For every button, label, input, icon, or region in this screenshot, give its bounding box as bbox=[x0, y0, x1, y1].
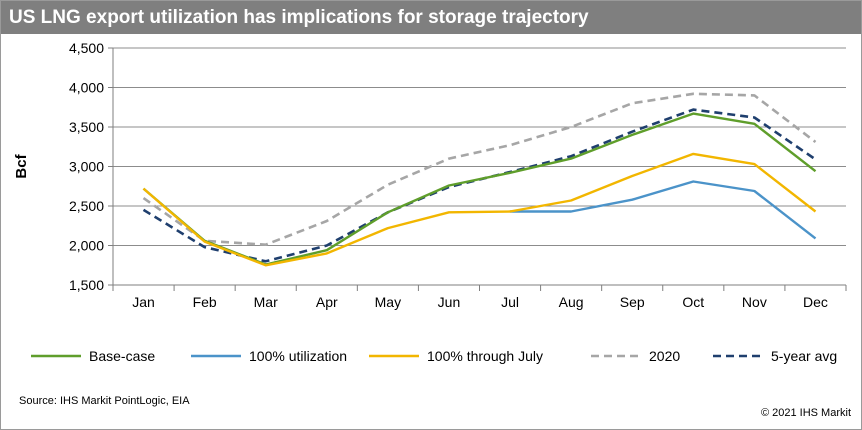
y-tick-label: 3,000 bbox=[69, 159, 104, 175]
legend-label-100-utilization: 100% utilization bbox=[249, 348, 347, 364]
chart-title: US LNG export utilization has implicatio… bbox=[9, 7, 589, 28]
y-tick-label: 4,000 bbox=[69, 80, 104, 96]
legend-label-100-through-july: 100% through July bbox=[427, 348, 543, 364]
y-tick-label: 3,500 bbox=[69, 119, 104, 135]
series-line-2020 bbox=[142, 92, 817, 246]
series-line-100-through-july bbox=[142, 152, 817, 267]
legend-label-5-year-avg: 5-year avg bbox=[771, 348, 837, 364]
x-tick-label: Jul bbox=[501, 294, 519, 310]
y-tick-label: 4,500 bbox=[69, 40, 104, 56]
y-tick-label: 2,000 bbox=[69, 238, 104, 254]
y-tick-label: 1,500 bbox=[69, 277, 104, 293]
x-tick-label: Oct bbox=[682, 294, 704, 310]
x-tick-label: Sep bbox=[620, 294, 645, 310]
x-tick-label: May bbox=[375, 294, 401, 310]
x-tick-label: Dec bbox=[803, 294, 828, 310]
series-line-base-case bbox=[142, 112, 817, 266]
x-tick-label: Apr bbox=[316, 294, 338, 310]
series-line-100-utilization bbox=[510, 180, 817, 240]
source-note: Source: IHS Markit PointLogic, EIA bbox=[19, 395, 190, 407]
title-bar: US LNG export utilization has implicatio… bbox=[1, 1, 861, 34]
copyright-note: © 2021 IHS Markit bbox=[760, 407, 851, 419]
legend-label-2020: 2020 bbox=[649, 348, 680, 364]
x-tick-label: Jan bbox=[132, 294, 155, 310]
legend-label-base-case: Base-case bbox=[89, 348, 155, 364]
y-axis-label: Bcf bbox=[13, 153, 30, 178]
x-tick-label: Aug bbox=[559, 294, 584, 310]
x-tick-label: Nov bbox=[742, 294, 767, 310]
x-tick-label: Feb bbox=[193, 294, 217, 310]
x-tick-label: Jun bbox=[438, 294, 461, 310]
x-tick-label: Mar bbox=[254, 294, 278, 310]
y-tick-label: 2,500 bbox=[69, 198, 104, 214]
line-chart: 1,500 2,000 2,500 3,000 3,500 4,000 4,500 Jan Fe… bbox=[13, 40, 847, 364]
